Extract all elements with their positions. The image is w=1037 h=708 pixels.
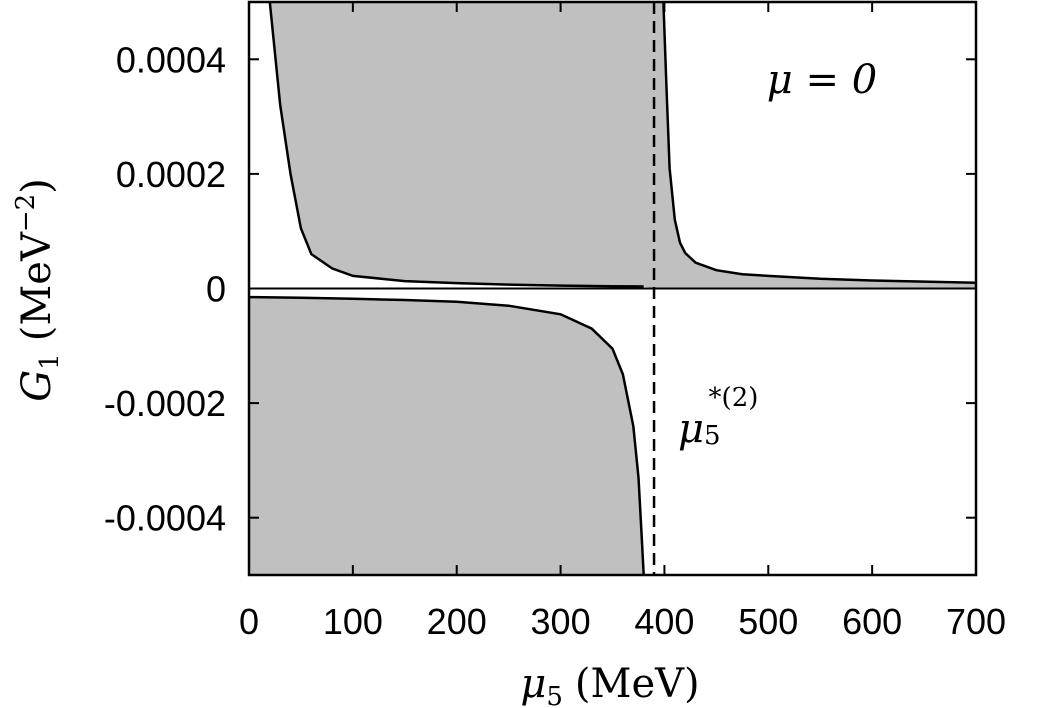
vline-label-symbol: μ — [678, 406, 704, 452]
curves — [248, 1, 977, 576]
vline-label: μ5 *(2) — [678, 383, 758, 452]
mu-equals-zero-annotation: μ = 0 — [767, 57, 877, 103]
y-tick-label: -0.0002 — [104, 383, 226, 424]
x-tick-label: 400 — [634, 601, 694, 642]
x-tick-label: 0 — [239, 601, 259, 642]
x-axis-label-unit: (MeV) — [575, 661, 700, 707]
x-tick-label: 100 — [323, 601, 383, 642]
x-tick-labels: 0 100 200 300 400 500 600 700 — [239, 601, 1006, 642]
y-tick-label: 0 — [206, 269, 226, 310]
y-tick-label: -0.0004 — [104, 498, 226, 539]
boundary-curve-1 — [268, 1, 644, 288]
axis-ticks — [248, 2, 977, 575]
y-axis-label: G1 (MeV−2) — [11, 178, 65, 402]
vline-label-superscript: *(2) — [709, 383, 759, 413]
x-axis-label-subscript: 5 — [546, 682, 563, 708]
vline-label-subscript: 5 — [704, 421, 721, 451]
upper-left-fill — [269, 2, 654, 289]
y-axis-label-unit: (MeV — [14, 231, 60, 341]
boundary-curve-3 — [662, 1, 977, 285]
x-tick-label: 600 — [842, 601, 902, 642]
x-tick-label: 700 — [946, 601, 1006, 642]
x-tick-label: 200 — [427, 601, 487, 642]
boundary-curve-2 — [248, 295, 645, 576]
y-axis-label-subscript: 1 — [35, 353, 65, 370]
x-tick-label: 500 — [738, 601, 798, 642]
y-tick-labels: 0.0004 0.0002 0 -0.0002 -0.0004 — [104, 39, 226, 538]
y-axis-label-close: ) — [14, 178, 60, 194]
fill-regions — [249, 2, 976, 575]
x-axis-label: μ5 (MeV) — [520, 661, 699, 708]
y-tick-label: 0.0004 — [116, 39, 226, 80]
y-axis-label-symbol: G — [14, 370, 60, 402]
y-tick-label: 0.0002 — [116, 154, 226, 195]
right-branch-fill — [654, 2, 976, 289]
x-axis-label-symbol: μ — [520, 661, 546, 707]
lower-left-fill — [249, 297, 644, 575]
x-tick-label: 300 — [531, 601, 591, 642]
y-axis-label-exponent: −2 — [11, 194, 41, 232]
